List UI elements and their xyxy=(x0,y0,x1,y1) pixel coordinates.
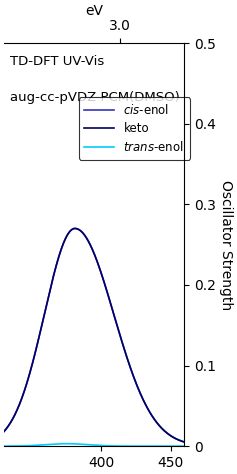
Legend: $\it{cis}$-enol, keto, $\it{trans}$-enol: $\it{cis}$-enol, keto, $\it{trans}$-enol xyxy=(79,97,190,160)
Text: TD-DFT UV-Vis: TD-DFT UV-Vis xyxy=(9,55,104,68)
X-axis label: eV: eV xyxy=(85,4,103,18)
Y-axis label: Oscillator Strength: Oscillator Strength xyxy=(219,180,233,310)
Text: aug-cc-pVDZ PCM(DMSO): aug-cc-pVDZ PCM(DMSO) xyxy=(9,91,179,104)
